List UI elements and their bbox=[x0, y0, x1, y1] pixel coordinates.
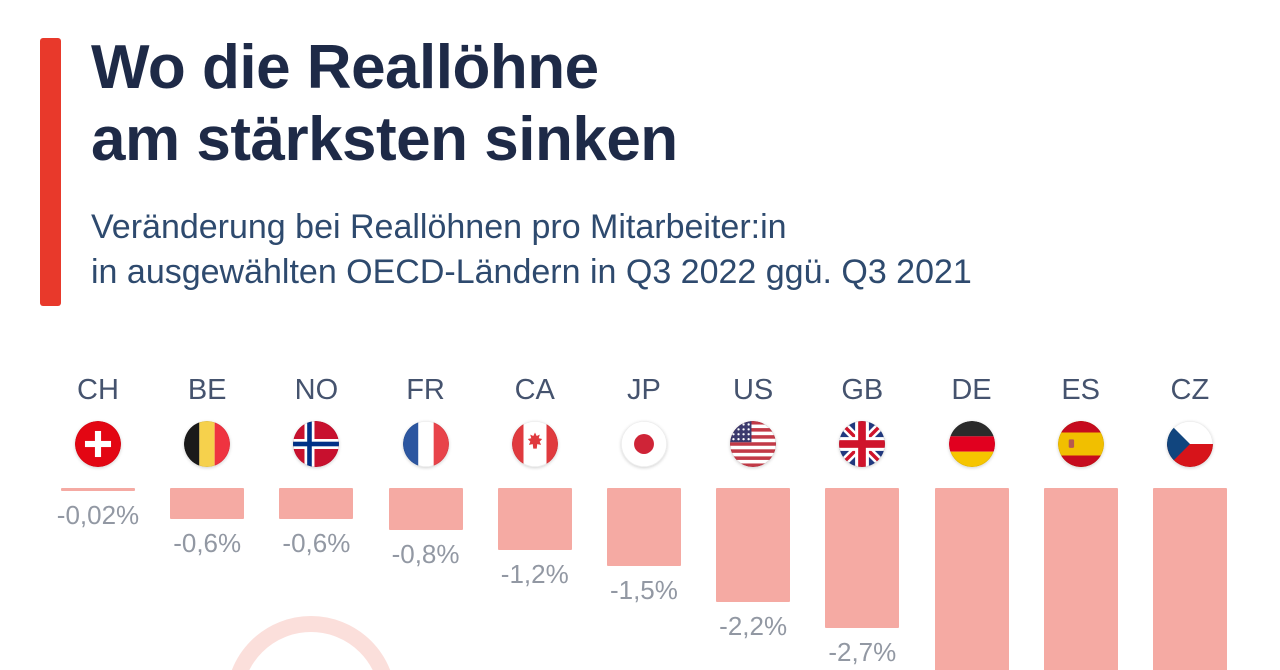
bar-us bbox=[716, 488, 791, 602]
value-label-be: -0,6% bbox=[173, 528, 242, 558]
page-title: Wo die Reallöhne am stärksten sinken bbox=[91, 32, 678, 176]
value-label-gb: -2,7% bbox=[828, 637, 897, 667]
country-label-ch: CH bbox=[77, 374, 119, 406]
ca-flag-icon bbox=[511, 421, 558, 467]
bar-chart: CH -0,02% BE -0,6% NO -0,6% FR -0,8% CA -1,2% JP -1… bbox=[0, 372, 1280, 670]
chart-column-gb: GB -2,7% bbox=[818, 372, 906, 670]
value-label-ch: -0,02% bbox=[56, 500, 140, 530]
bar-ch bbox=[61, 488, 135, 491]
chart-column-no: NO -0,6% bbox=[272, 372, 360, 670]
chart-column-jp: JP -1,5% bbox=[600, 372, 688, 670]
chart-column-de: DE bbox=[928, 372, 1016, 670]
country-label-ca: CA bbox=[514, 374, 555, 406]
country-label-es: ES bbox=[1061, 374, 1101, 406]
value-label-no: -0,6% bbox=[282, 528, 351, 558]
country-label-cz: CZ bbox=[1170, 374, 1210, 406]
chart-column-ch: CH -0,02% bbox=[54, 372, 142, 670]
country-label-de: DE bbox=[951, 374, 992, 406]
chart-column-be: BE -0,6% bbox=[163, 372, 251, 670]
chart-column-cz: CZ bbox=[1146, 372, 1234, 670]
bar-no bbox=[279, 488, 354, 519]
value-label-ca: -1,2% bbox=[500, 559, 569, 589]
de-flag-icon bbox=[948, 421, 995, 467]
subtitle-line-2: in ausgewählten OECD-Ländern in Q3 2022 … bbox=[91, 253, 972, 291]
no-flag-icon bbox=[293, 421, 340, 467]
chart-column-es: ES bbox=[1037, 372, 1125, 670]
country-label-no: NO bbox=[294, 374, 339, 406]
fr-flag-icon bbox=[402, 421, 449, 467]
be-flag-icon bbox=[184, 421, 231, 467]
chart-column-fr: FR -0,8% bbox=[382, 372, 470, 670]
us-flag-icon bbox=[730, 421, 777, 467]
value-label-fr: -0,8% bbox=[391, 539, 460, 569]
bar-ca bbox=[497, 488, 572, 550]
bar-fr bbox=[388, 488, 463, 530]
bar-es bbox=[1043, 488, 1118, 670]
bar-cz bbox=[1152, 488, 1227, 670]
chart-subtitle: Veränderung bei Reallöhnen pro Mitarbeit… bbox=[91, 205, 972, 295]
gb-flag-icon bbox=[839, 421, 886, 467]
red-accent-bar bbox=[40, 38, 61, 306]
country-label-jp: JP bbox=[627, 374, 661, 406]
value-label-us: -2,2% bbox=[719, 611, 788, 641]
cz-flag-icon bbox=[1166, 421, 1213, 467]
country-label-gb: GB bbox=[841, 374, 884, 406]
title-line-2: am stärksten sinken bbox=[91, 105, 678, 174]
bar-be bbox=[170, 488, 245, 519]
ch-flag-icon bbox=[75, 421, 121, 467]
chart-column-us: US -2,2% bbox=[709, 372, 797, 670]
bar-de bbox=[934, 488, 1009, 670]
es-flag-icon bbox=[1057, 421, 1104, 467]
subtitle-line-1: Veränderung bei Reallöhnen pro Mitarbeit… bbox=[91, 208, 787, 246]
country-label-be: BE bbox=[187, 374, 227, 406]
title-line-1: Wo die Reallöhne bbox=[91, 33, 599, 102]
chart-column-ca: CA -1,2% bbox=[491, 372, 579, 670]
bar-gb bbox=[825, 488, 900, 628]
jp-flag-icon bbox=[620, 421, 667, 467]
bar-jp bbox=[606, 488, 681, 566]
country-label-us: US bbox=[732, 374, 774, 406]
value-label-jp: -1,5% bbox=[609, 575, 678, 605]
country-label-fr: FR bbox=[406, 374, 445, 406]
